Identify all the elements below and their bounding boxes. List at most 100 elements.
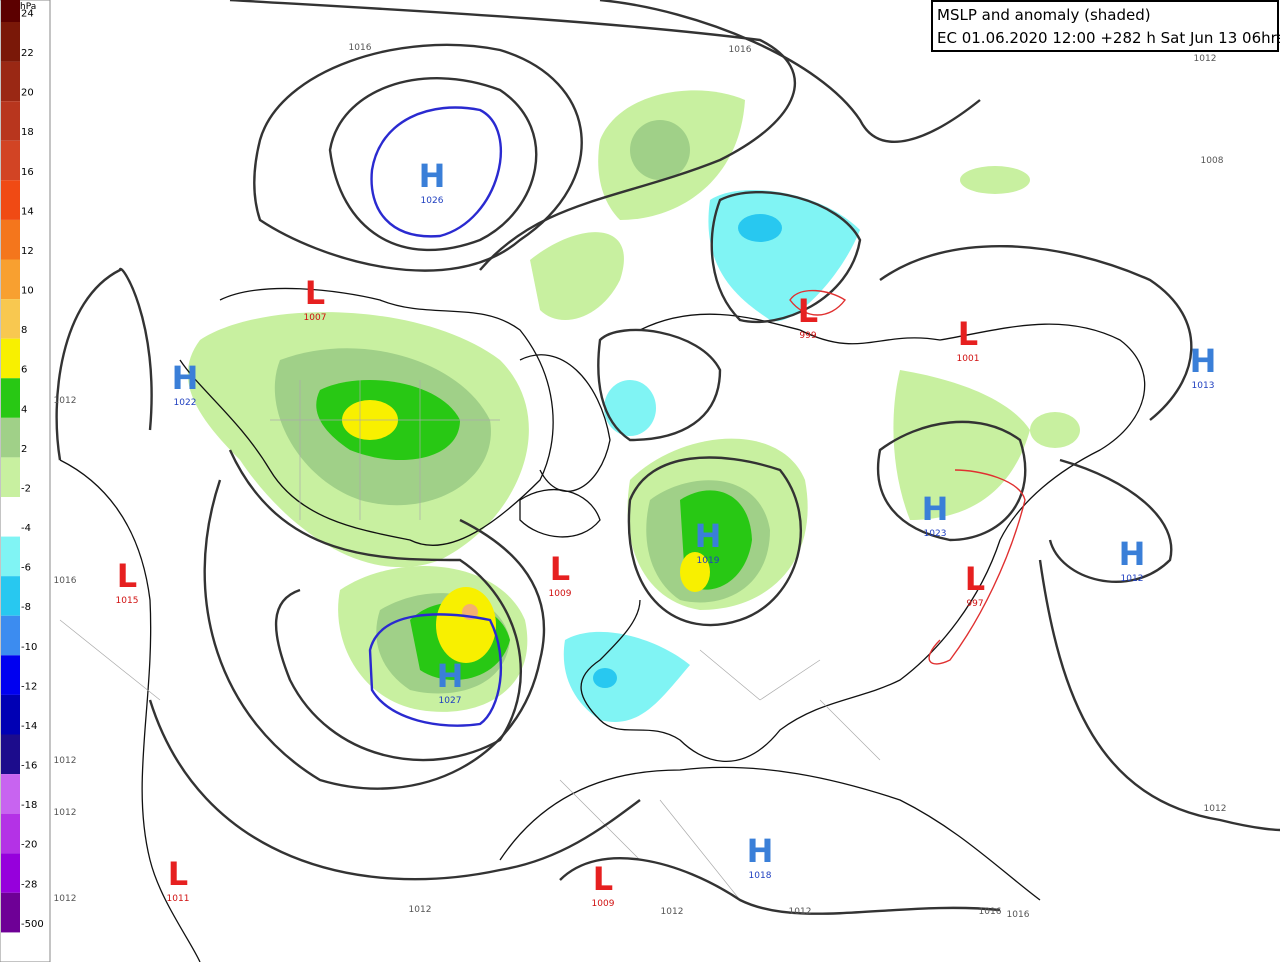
center-value: 997 [966,599,983,609]
legend-label: -2 [21,483,31,494]
legend-label: -28 [21,879,37,890]
legend-swatch [1,0,20,22]
legend-label: 20 [21,88,34,99]
isobar-label: 1012 [1194,54,1217,64]
legend-label: 22 [21,48,34,59]
legend-swatch [1,417,20,458]
isobar-label: 1016 [1007,910,1030,920]
center-letter: L [117,557,137,595]
legend-swatch [1,140,20,181]
title-box: MSLP and anomaly (shaded) EC 01.06.2020 … [931,0,1280,52]
center-letter: L [798,292,818,330]
isobar-label: 1016 [349,43,372,53]
legend-swatch [1,497,20,537]
center-letter: L [305,274,325,312]
map-title: MSLP and anomaly (shaded) [937,6,1151,24]
legend-swatch [1,219,20,260]
center-value: 1018 [749,871,772,881]
center-letter: L [965,560,985,598]
center-letter: H [747,832,774,870]
legend-label: 16 [21,167,34,178]
isobar-label: 1012 [54,756,77,766]
center-letter: H [437,657,464,695]
coastlines [59,287,1146,962]
center-value: 999 [799,331,816,341]
center-value: 1027 [439,696,462,706]
isobar-label: 1012 [789,907,812,917]
isobar-label: 1012 [661,907,684,917]
center-letter: H [922,490,949,528]
legend-label: 24 [21,8,34,19]
center-value: 1015 [116,596,139,606]
isobar-label: 1016 [54,576,77,586]
isobar-labels: 1016 1016 1012 1008 1012 1016 1012 1012 1012 1012… [54,43,1227,920]
legend-label: -4 [21,523,31,534]
legend-swatch [1,259,20,300]
legend-swatch [1,457,20,497]
anomaly-shading [187,90,1080,722]
legend-swatch [1,338,20,379]
legend-label: -10 [21,642,37,653]
legend-swatch [1,774,20,814]
center-letter: H [419,157,446,195]
legend-label: 10 [21,286,34,297]
isobar-label: 1016 [979,907,1002,917]
center-value: 1009 [549,589,572,599]
center-value: 1013 [1192,381,1215,391]
legend-swatch [1,892,20,933]
color-legend: hPa 24 22 20 18 16 14 12 10 8 6 4 2 -2 -4 -6 -8 -10 -12 -1… [0,0,51,962]
legend-swatch [1,694,20,735]
legend-swatch [1,61,20,102]
legend-label: -20 [21,840,37,851]
legend-label: -12 [21,681,37,692]
center-letter: H [695,517,722,555]
center-letter: H [1190,342,1217,380]
legend-label: -8 [21,602,31,613]
legend-unit: hPa [20,2,36,12]
center-value: 1012 [1121,574,1144,584]
title-frame [931,0,1279,52]
legend-swatch [1,853,20,893]
isobar-label: 1012 [409,905,432,915]
legend-swatch [1,576,20,616]
legend-swatch [1,536,20,577]
isobar-label: 1012 [54,808,77,818]
legend-label: -500 [21,919,44,930]
center-value: 1022 [174,398,197,408]
center-value: 1001 [957,354,980,364]
legend-swatch [1,655,20,695]
isobar-label: 1016 [729,45,752,55]
legend-label: 6 [21,365,27,376]
center-value: 1019 [697,556,720,566]
legend-swatch [1,180,20,220]
legend-swatch [1,615,20,656]
legend-label: 4 [21,404,27,415]
legend-swatch [1,22,20,62]
center-letter: L [168,855,188,893]
legend-label: 18 [21,127,34,138]
map-subtitle: EC 01.06.2020 12:00 +282 h Sat Jun 13 06… [937,29,1280,47]
legend-label: -16 [21,761,37,772]
isobar-label: 1008 [1201,156,1224,166]
center-value: 1011 [167,894,190,904]
center-letter: H [1119,535,1146,573]
center-value: 1009 [592,899,615,909]
legend-label: 8 [21,325,27,336]
legend-swatch [1,813,20,854]
isobar-label: 1012 [1204,804,1227,814]
legend-swatch [1,101,20,141]
center-letter: H [172,359,199,397]
center-value: 1007 [304,313,327,323]
legend-swatch [1,378,20,418]
legend-label: 2 [21,444,27,455]
legend-label: -14 [21,721,37,732]
isobar-label: 1012 [54,396,77,406]
legend-label: 14 [21,206,34,217]
center-letter: L [550,550,570,588]
legend-label: -18 [21,800,37,811]
isobars [55,0,1280,915]
legend-label: -6 [21,563,31,574]
legend-swatch [1,299,20,339]
